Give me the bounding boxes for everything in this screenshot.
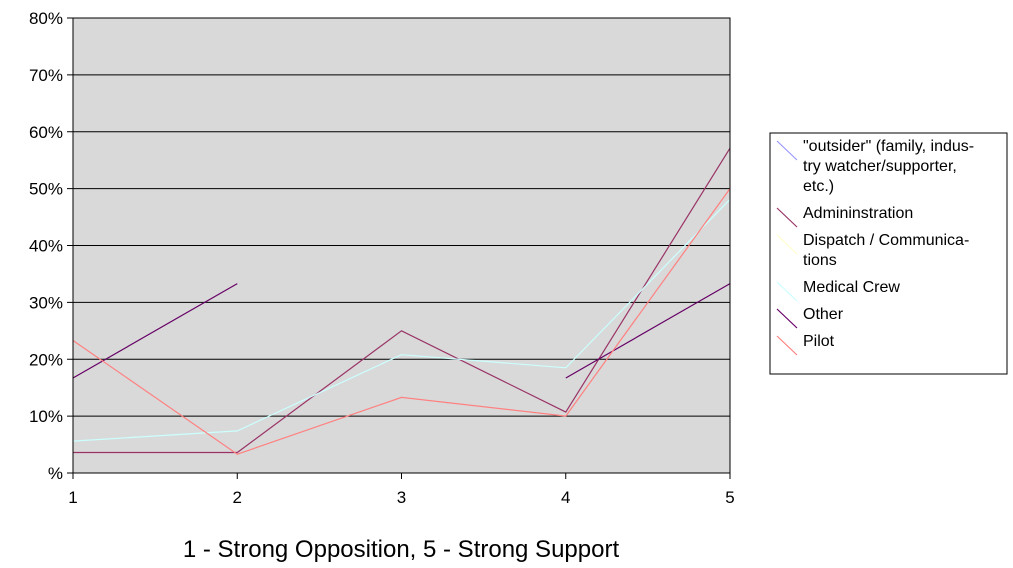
- axes: % 10% 20% 30% 40% 50% 60% 70% 80% 1 2 3 4 5: [29, 9, 735, 507]
- y-tick-label: 60%: [29, 123, 63, 142]
- series-line: [72, 188, 731, 455]
- y-tick-label: 80%: [29, 9, 63, 28]
- x-tick-label: 4: [561, 488, 570, 507]
- y-tick-label: 20%: [29, 350, 63, 369]
- y-tick-label: 40%: [29, 237, 63, 256]
- legend-swatch: [776, 308, 798, 329]
- series-lines: [72, 147, 731, 455]
- x-tick-label: 5: [725, 488, 734, 507]
- legend-label: Medical Crew: [803, 279, 900, 296]
- legend-label: try watcher/supporter,: [803, 158, 957, 175]
- legend-swatch: [776, 140, 798, 161]
- legend-label: Dispatch / Communica-: [803, 232, 969, 249]
- legend-label: Other: [803, 306, 844, 323]
- legend-label: Pilot: [803, 333, 835, 350]
- x-tick-label: 1: [68, 488, 77, 507]
- series-line: [73, 147, 731, 454]
- legend-label: etc.): [803, 178, 834, 195]
- y-tick-label: 10%: [29, 407, 63, 426]
- x-tick-label: 3: [397, 488, 406, 507]
- legend-label: Admininstration: [803, 205, 913, 222]
- y-tick-label: 30%: [29, 293, 63, 312]
- legend-box: [769, 132, 1008, 375]
- y-tick-label: 70%: [29, 66, 63, 85]
- series-line: [72, 283, 238, 379]
- legend-swatch: [776, 281, 798, 302]
- legend-swatch: [776, 207, 798, 228]
- legend-label: tions: [803, 252, 837, 269]
- legend-swatch: [776, 234, 798, 255]
- series-line: [72, 198, 731, 442]
- legend-label: "outsider" (family, indus-: [803, 138, 974, 155]
- y-tick-label: 50%: [29, 180, 63, 199]
- x-tick-label: 2: [233, 488, 242, 507]
- legend: "outsider" (family, indus-try watcher/su…: [769, 132, 1008, 375]
- series-line: [565, 283, 731, 379]
- y-tick-label: %: [48, 464, 63, 483]
- legend-swatch: [776, 335, 798, 356]
- x-axis-label: 1 - Strong Opposition, 5 - Strong Suppor…: [183, 536, 620, 563]
